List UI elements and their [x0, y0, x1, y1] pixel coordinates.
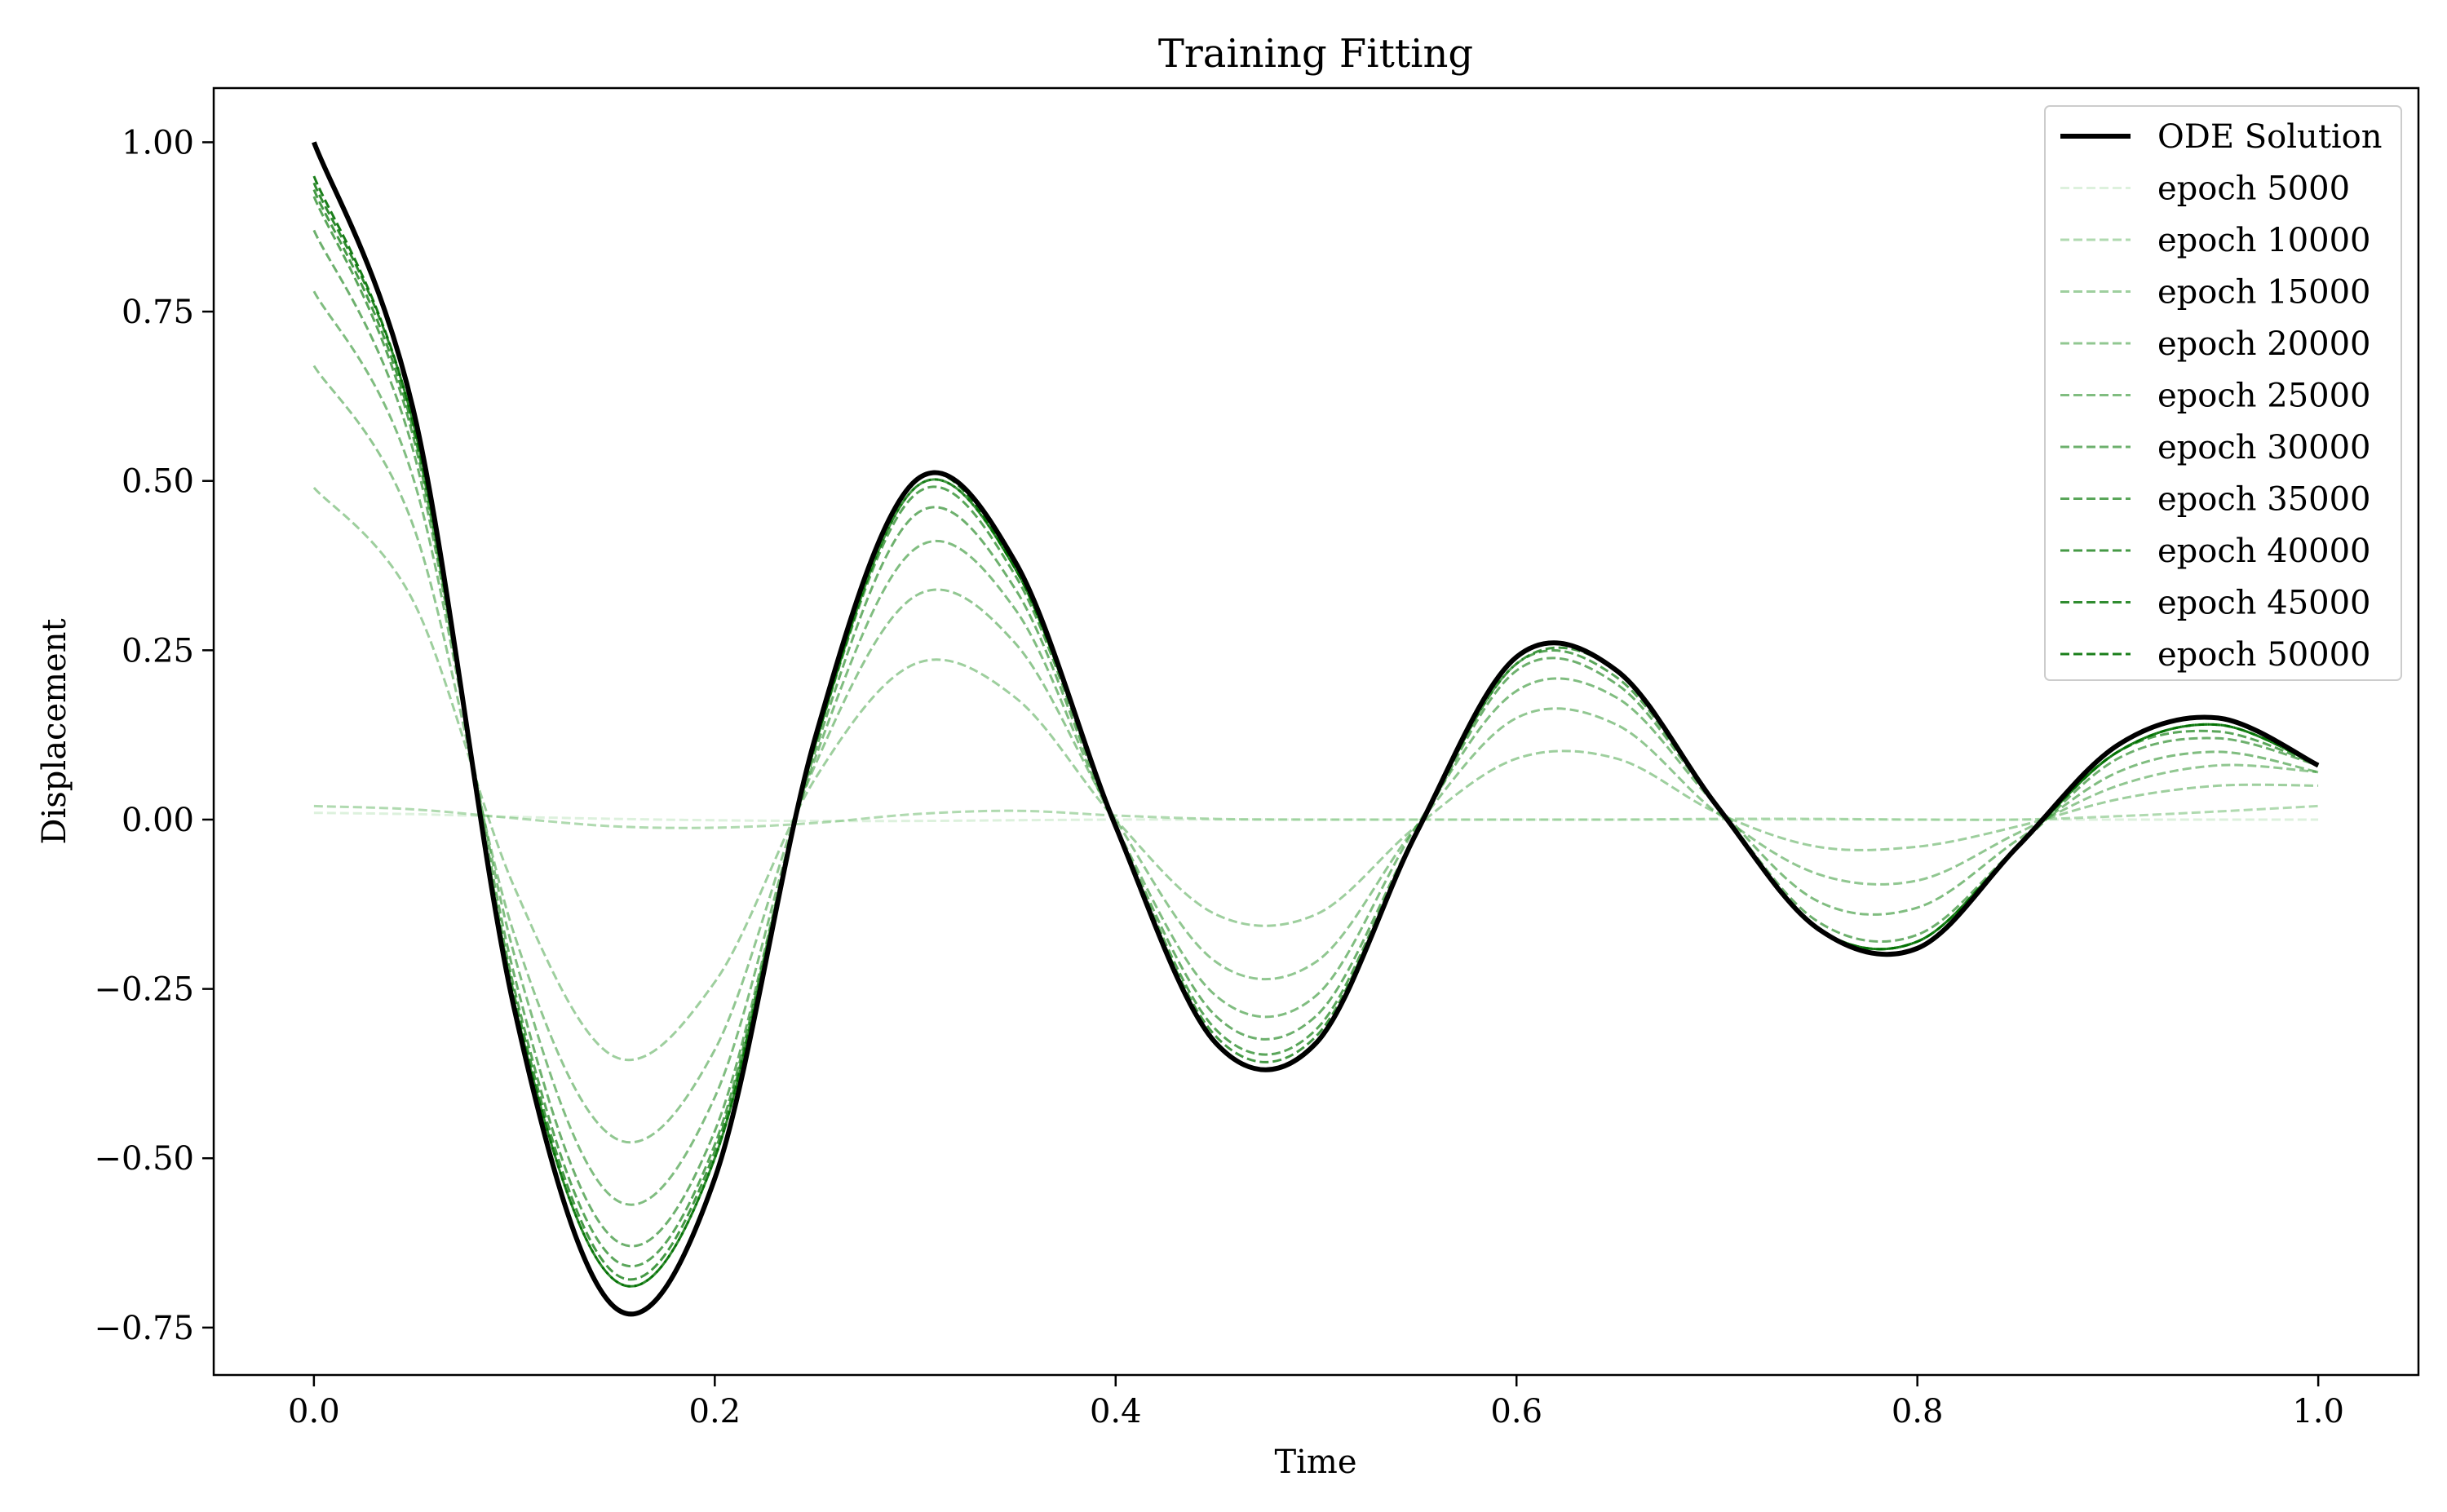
legend-label: epoch 10000 — [2157, 222, 2370, 259]
series-line-3 — [312, 487, 2319, 1062]
plot-frame — [212, 86, 2420, 1377]
series-line-5 — [312, 290, 2319, 1206]
y-axis-label: Displacement — [36, 618, 73, 844]
x-tick-label: 0.6 — [1490, 1393, 1542, 1430]
y-tick-label: −0.75 — [94, 1310, 194, 1347]
series-line-0 — [312, 141, 2320, 1317]
x-tick-label: 0.4 — [1090, 1393, 1142, 1430]
legend-label: epoch 15000 — [2157, 274, 2370, 312]
series-line-4 — [312, 365, 2319, 1144]
series-line-8 — [312, 189, 2319, 1281]
legend-label: epoch 45000 — [2157, 585, 2370, 622]
x-tick-label: 0.0 — [288, 1393, 340, 1430]
y-tick-label: 0.75 — [122, 294, 194, 331]
y-tick-label: 0.00 — [122, 802, 194, 839]
legend: ODE Solution epoch 5000 epoch 10000 epoch 1… — [2044, 105, 2402, 681]
x-axis-label: Time — [1274, 1443, 1356, 1481]
legend-label: ODE Solution — [2157, 118, 2383, 156]
legend-label: epoch 50000 — [2157, 636, 2370, 674]
y-tick-label: 0.25 — [122, 632, 194, 670]
x-tick-label: 0.2 — [689, 1393, 741, 1430]
y-tick-label: −0.25 — [94, 971, 194, 1009]
legend-label: epoch 5000 — [2157, 170, 2350, 208]
legend-label: epoch 35000 — [2157, 481, 2370, 519]
y-tick-label: −0.50 — [94, 1140, 194, 1178]
tick-layer: 0.0 0.2 0.4 0.6 0.8 1.0 1.00 0.75 0.50 0.25 0.00 −0… — [94, 124, 2344, 1430]
legend-box — [2044, 105, 2402, 681]
series-line-6 — [312, 229, 2319, 1248]
chart-title: Training Fitting — [1158, 31, 1473, 77]
x-tick-label: 1.0 — [2292, 1393, 2344, 1430]
legend-label: epoch 20000 — [2157, 325, 2370, 363]
legend-label: epoch 40000 — [2157, 533, 2370, 570]
legend-label: epoch 30000 — [2157, 429, 2370, 466]
series-line-2 — [313, 804, 2319, 829]
x-tick-label: 0.8 — [1892, 1393, 1944, 1430]
y-tick-label: 0.50 — [122, 463, 194, 501]
y-tick-label: 1.00 — [122, 124, 194, 161]
legend-label: epoch 25000 — [2157, 378, 2370, 415]
series-layer — [312, 141, 2320, 1317]
